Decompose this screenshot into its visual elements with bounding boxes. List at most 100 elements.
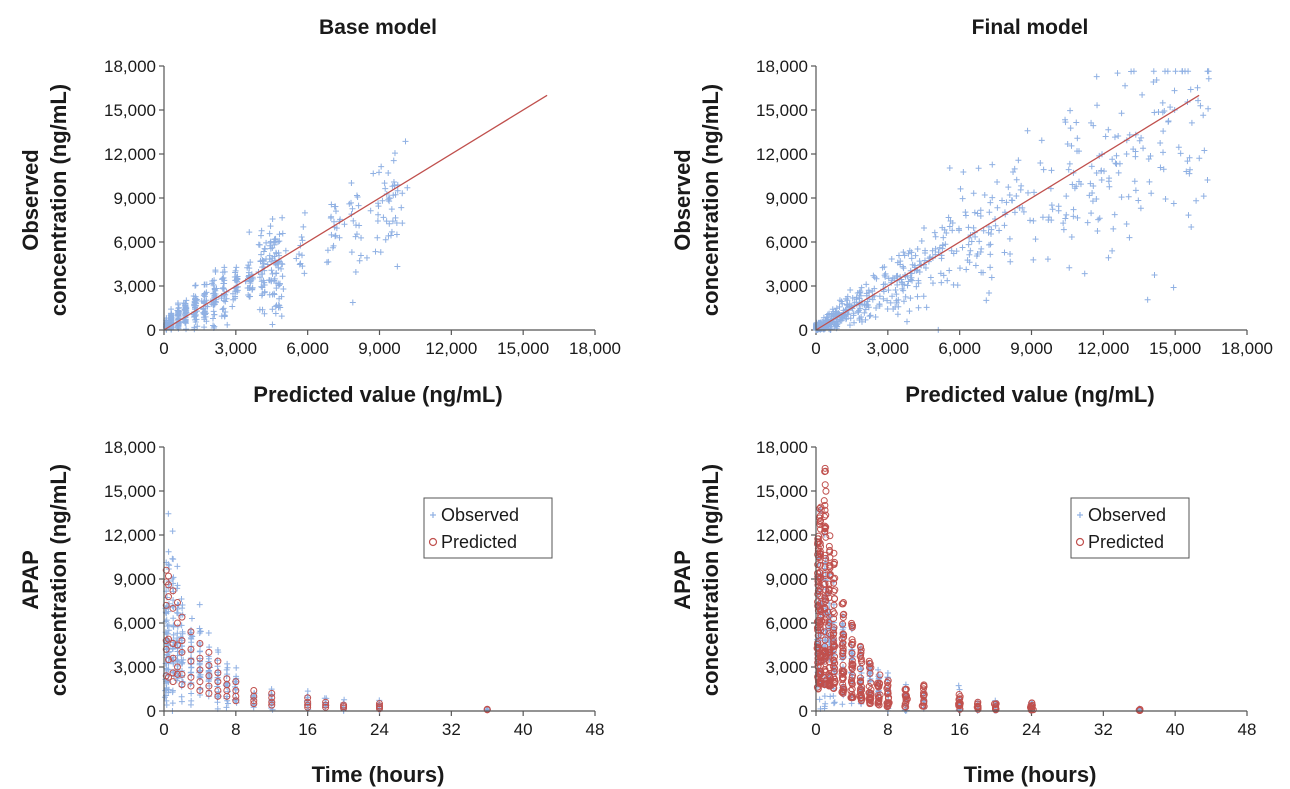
data-point bbox=[392, 214, 399, 221]
data-point bbox=[935, 249, 942, 256]
data-point bbox=[1049, 206, 1056, 213]
data-point bbox=[1109, 247, 1116, 254]
data-point bbox=[940, 272, 947, 279]
data-point bbox=[1155, 109, 1162, 116]
data-point bbox=[276, 252, 283, 259]
data-point bbox=[987, 251, 994, 258]
data-point bbox=[895, 303, 902, 310]
data-point bbox=[876, 301, 883, 308]
observed-point bbox=[839, 701, 846, 708]
predicted-point bbox=[918, 702, 926, 710]
observed-point bbox=[830, 693, 837, 700]
legend-marker-observed bbox=[430, 512, 436, 518]
data-point bbox=[332, 233, 339, 240]
data-point bbox=[1013, 176, 1020, 183]
observed-point bbox=[955, 682, 962, 689]
data-point bbox=[1115, 132, 1122, 139]
data-point bbox=[222, 298, 229, 305]
predicted-point bbox=[816, 623, 824, 631]
predicted-point bbox=[825, 618, 833, 626]
predicted-point bbox=[825, 664, 833, 672]
predicted-point bbox=[831, 586, 839, 594]
data-point bbox=[275, 238, 282, 245]
data-point bbox=[194, 323, 201, 330]
data-point bbox=[261, 310, 268, 317]
data-point bbox=[1204, 68, 1211, 75]
observed-point bbox=[822, 700, 829, 707]
x-tick-label: 15,000 bbox=[1149, 339, 1201, 358]
data-point bbox=[858, 318, 865, 325]
data-point bbox=[301, 209, 308, 216]
data-point bbox=[932, 245, 939, 252]
data-point bbox=[385, 232, 392, 239]
data-point bbox=[1205, 105, 1212, 112]
data-point bbox=[923, 304, 930, 311]
predicted-point bbox=[830, 579, 838, 587]
predicted-point bbox=[164, 673, 172, 681]
data-point bbox=[271, 275, 278, 282]
data-point bbox=[1089, 198, 1096, 205]
predicted-point bbox=[169, 604, 177, 612]
data-point bbox=[850, 310, 857, 317]
legend-label-observed: Observed bbox=[441, 505, 519, 525]
data-point bbox=[296, 261, 303, 268]
observed-point bbox=[187, 634, 194, 641]
y-ticks: 0 3,000 6,000 9,000 12,000 15,000 18,000 bbox=[756, 57, 816, 340]
data-point bbox=[382, 185, 389, 192]
predicted-point bbox=[232, 678, 240, 686]
data-point bbox=[906, 308, 913, 315]
data-point bbox=[828, 321, 835, 328]
data-point bbox=[898, 279, 905, 286]
data-point bbox=[201, 281, 208, 288]
data-point bbox=[902, 293, 909, 300]
predicted-point bbox=[169, 640, 177, 648]
data-point bbox=[367, 207, 374, 214]
data-point bbox=[389, 218, 396, 225]
y-tick-label: 6,000 bbox=[113, 614, 156, 633]
predicted-point bbox=[816, 574, 824, 582]
predicted-point bbox=[830, 684, 838, 692]
data-point bbox=[375, 203, 382, 210]
data-point bbox=[895, 252, 902, 259]
data-point bbox=[272, 310, 279, 317]
data-point bbox=[1132, 148, 1139, 155]
data-point bbox=[882, 281, 889, 288]
data-point bbox=[914, 246, 921, 253]
predicted-point bbox=[169, 678, 177, 686]
data-point bbox=[1010, 168, 1017, 175]
data-point bbox=[219, 276, 226, 283]
data-point bbox=[383, 218, 390, 225]
data-point bbox=[853, 296, 860, 303]
x-tick-label: 12,000 bbox=[425, 339, 477, 358]
observed-point bbox=[165, 666, 172, 673]
predicted-point bbox=[816, 518, 824, 526]
data-point bbox=[912, 252, 919, 259]
predicted-point bbox=[483, 706, 491, 714]
data-point bbox=[942, 241, 949, 248]
predicted-point bbox=[956, 700, 964, 708]
data-point bbox=[1123, 150, 1130, 157]
data-point bbox=[906, 247, 913, 254]
y-ticks: 0 3,000 6,000 9,000 12,000 15,000 18,000 bbox=[104, 438, 164, 721]
data-point bbox=[1007, 251, 1014, 258]
data-point bbox=[1110, 225, 1117, 232]
predicted-point bbox=[825, 630, 833, 638]
predicted-point bbox=[848, 649, 856, 657]
predicted-point bbox=[902, 703, 910, 711]
data-point bbox=[181, 319, 188, 326]
data-point bbox=[1159, 99, 1166, 106]
data-point bbox=[229, 303, 236, 310]
data-point bbox=[1196, 155, 1203, 162]
data-point bbox=[1150, 68, 1157, 75]
data-point bbox=[404, 184, 411, 191]
data-point bbox=[174, 300, 181, 307]
data-point bbox=[1094, 102, 1101, 109]
data-point bbox=[261, 279, 268, 286]
data-point bbox=[931, 229, 938, 236]
predicted-point bbox=[187, 645, 195, 653]
data-point bbox=[1070, 213, 1077, 220]
predicted-point bbox=[178, 637, 186, 645]
predicted-point bbox=[825, 680, 833, 688]
data-point bbox=[392, 191, 399, 198]
data-point bbox=[862, 316, 869, 323]
